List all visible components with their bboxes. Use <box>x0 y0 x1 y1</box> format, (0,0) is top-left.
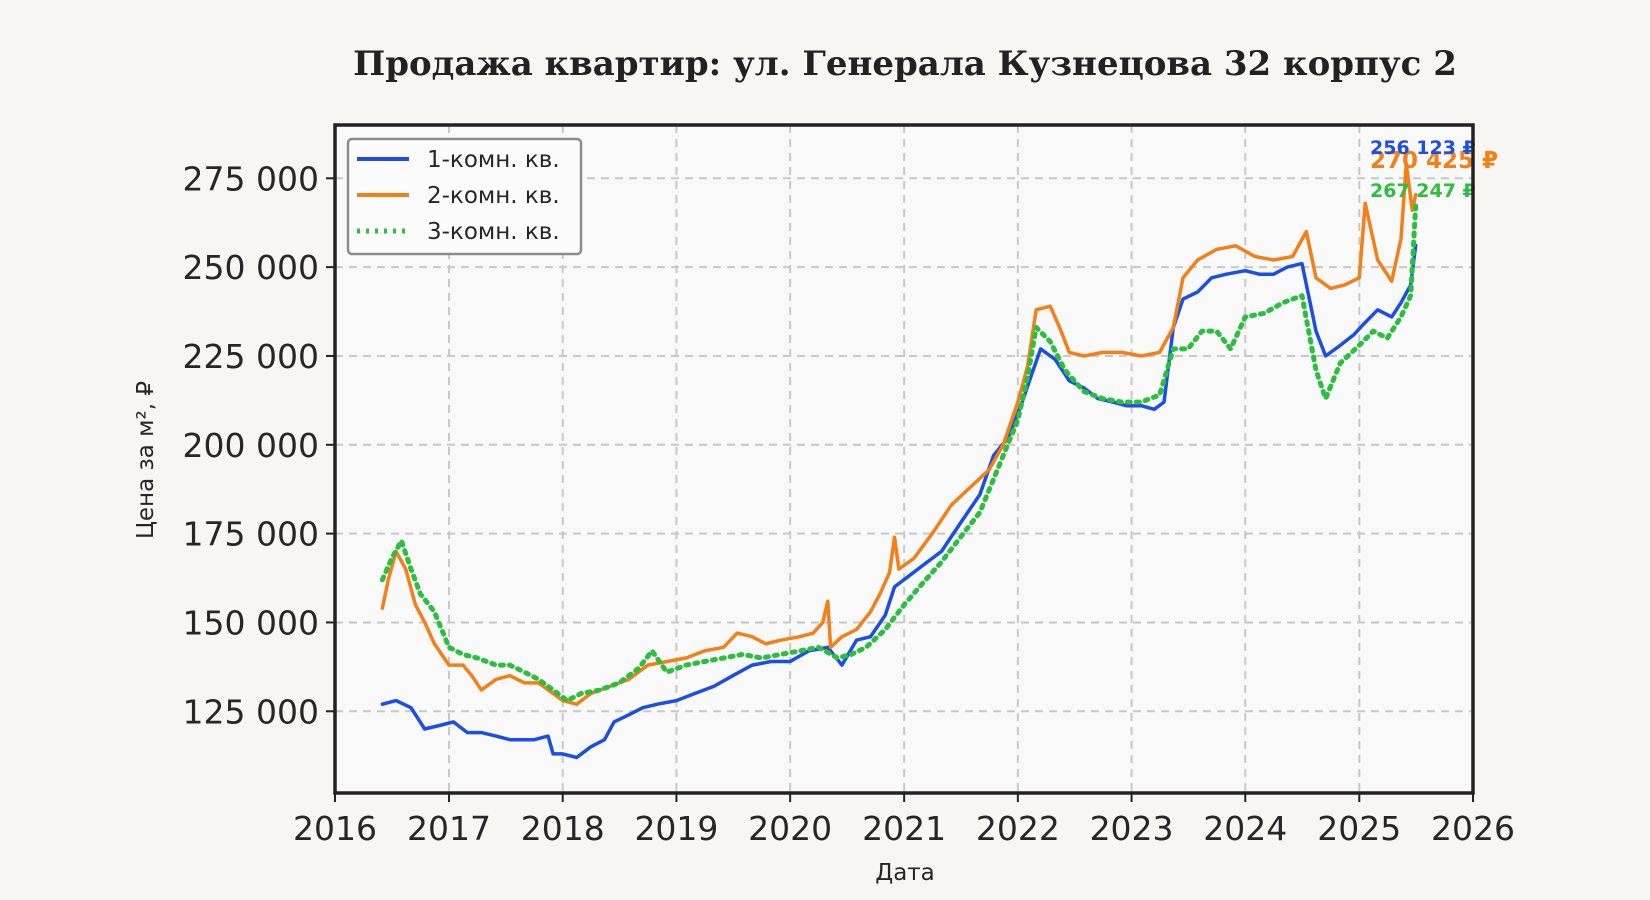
series-line <box>380 243 1418 760</box>
x-tick-label: 2023 <box>1090 809 1174 848</box>
y-tick-label: 175 000 <box>183 515 319 554</box>
series-line <box>380 162 1418 706</box>
x-tick-label: 2016 <box>293 809 377 848</box>
x-tick-label: 2020 <box>748 809 832 848</box>
y-tick-label: 275 000 <box>183 159 319 198</box>
chart-title: Продажа квартир: ул. Генерала Кузнецова … <box>353 44 1457 84</box>
y-tick-label: 125 000 <box>183 692 319 731</box>
series-end-label: 270 425 ₽ <box>1370 148 1498 174</box>
y-tick-label: 225 000 <box>183 337 319 376</box>
x-tick-label: 2019 <box>634 809 718 848</box>
legend-box <box>346 137 583 256</box>
series-end-label: 256 123 ₽ <box>1370 137 1476 159</box>
plot-frame <box>333 123 1475 795</box>
legend-entry: 1-комн. кв. <box>427 147 560 173</box>
y-tick-label: 250 000 <box>183 248 319 287</box>
y-tick-label: 150 000 <box>183 603 319 642</box>
y-tick-label: 200 000 <box>183 426 319 465</box>
legend-entry: 3-комн. кв. <box>427 219 560 245</box>
legend: 1-комн. кв. 2-комн. кв. 3-комн. кв. <box>346 137 583 256</box>
x-tick-label: 2026 <box>1431 809 1515 848</box>
x-tick-label: 2017 <box>407 809 491 848</box>
x-tick-label: 2018 <box>521 809 605 848</box>
x-tick-label: 2021 <box>862 809 946 848</box>
series-line <box>379 203 1419 704</box>
x-tick-label: 2024 <box>1203 809 1287 848</box>
y-axis-label: Цена за м², ₽ <box>133 381 159 539</box>
legend-entry: 2-комн. кв. <box>427 183 560 209</box>
series-end-label: 267 247 ₽ <box>1370 180 1476 202</box>
x-tick-label: 2022 <box>976 809 1060 848</box>
plot-area: 2016 2017 2018 2019 2020 2021 2022 2023 2024 2025… <box>183 123 1515 848</box>
x-axis-label: Дата <box>875 860 935 886</box>
x-tick-label: 2025 <box>1317 809 1401 848</box>
